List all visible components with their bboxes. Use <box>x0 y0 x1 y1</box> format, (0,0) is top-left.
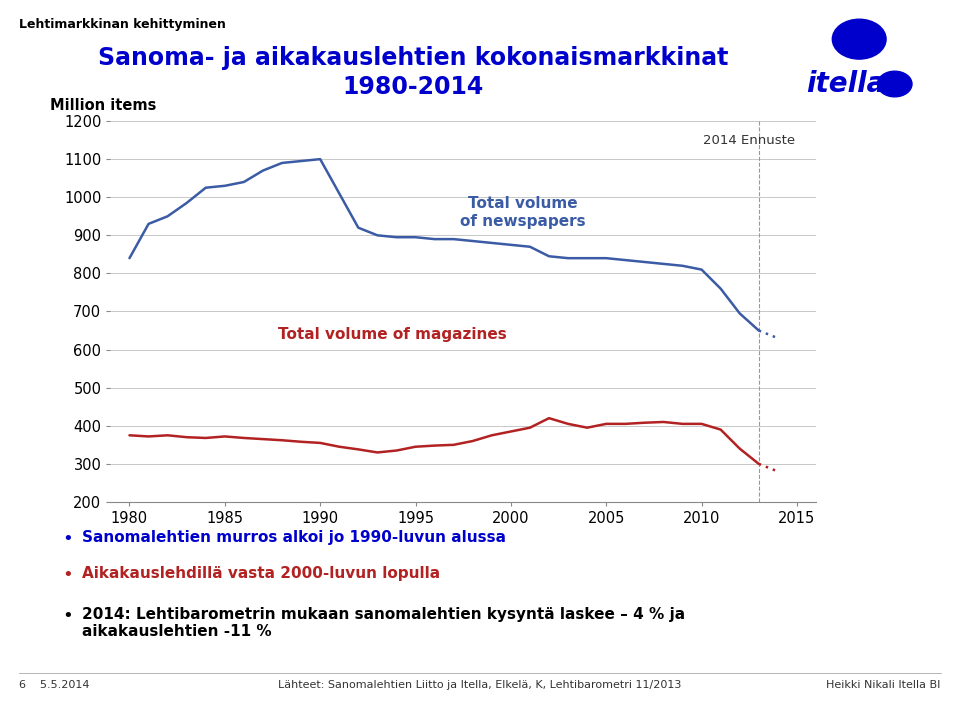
Text: Aikakauslehdillä vasta 2000-luvun lopulla: Aikakauslehdillä vasta 2000-luvun lopull… <box>82 566 440 581</box>
Text: Million items: Million items <box>51 98 156 113</box>
Text: 2014: Lehtibarometrin mukaan sanomalehtien kysyntä laskee – 4 % ja
aikakauslehti: 2014: Lehtibarometrin mukaan sanomalehti… <box>82 607 684 639</box>
Text: 1980-2014: 1980-2014 <box>342 75 484 99</box>
Text: •: • <box>61 566 73 584</box>
Text: 6    5.5.2014: 6 5.5.2014 <box>19 680 89 690</box>
Text: itella: itella <box>806 70 886 98</box>
Text: •: • <box>61 607 73 624</box>
Text: •: • <box>61 530 73 548</box>
Text: Lehtimarkkinan kehittyminen: Lehtimarkkinan kehittyminen <box>19 18 226 31</box>
Text: Lähteet: Sanomalehtien Liitto ja Itella, Elkelä, K, Lehtibarometri 11/2013: Lähteet: Sanomalehtien Liitto ja Itella,… <box>278 680 682 690</box>
Text: Sanomalehtien murros alkoi jo 1990-luvun alussa: Sanomalehtien murros alkoi jo 1990-luvun… <box>82 530 506 545</box>
Text: Total volume of magazines: Total volume of magazines <box>278 327 507 342</box>
Text: 2014 Ennuste: 2014 Ennuste <box>703 135 795 147</box>
Text: Total volume
of newspapers: Total volume of newspapers <box>461 197 586 229</box>
Text: Heikki Nikali Itella BI: Heikki Nikali Itella BI <box>827 680 941 690</box>
Text: Sanoma- ja aikakauslehtien kokonaismarkkinat: Sanoma- ja aikakauslehtien kokonaismarkk… <box>98 46 728 70</box>
